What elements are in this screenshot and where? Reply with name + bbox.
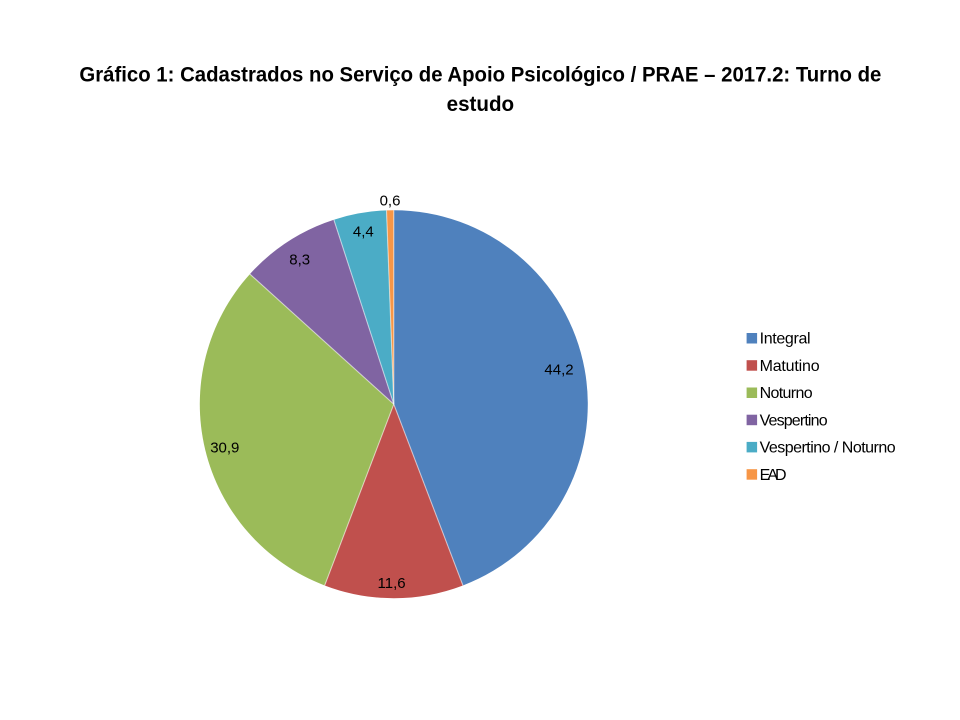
svg-text:Noturno: Noturno: [760, 385, 813, 402]
svg-text:Gráfico 1: Cadastrados no Serv: Gráfico 1: Cadastrados no Serviço de Apo…: [79, 63, 881, 86]
svg-text:8,3: 8,3: [289, 252, 310, 269]
svg-text:0,6: 0,6: [380, 193, 401, 210]
svg-text:EAD: EAD: [760, 467, 787, 484]
svg-text:Integral: Integral: [760, 331, 811, 348]
svg-text:11,6: 11,6: [378, 575, 406, 592]
svg-text:4,4: 4,4: [353, 223, 374, 240]
svg-text:Vespertino: Vespertino: [760, 412, 828, 429]
svg-text:Matutino: Matutino: [760, 358, 820, 375]
svg-text:30,9: 30,9: [210, 439, 239, 456]
svg-text:estudo: estudo: [447, 93, 515, 116]
svg-text:Vespertino / Noturno: Vespertino / Noturno: [760, 440, 896, 457]
svg-text:44,2: 44,2: [544, 361, 573, 378]
